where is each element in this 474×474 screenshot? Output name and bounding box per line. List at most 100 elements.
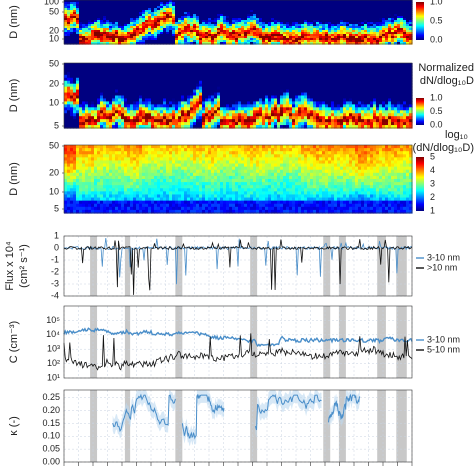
heatmap-cell	[313, 10, 317, 13]
heatmap-cell	[337, 30, 341, 33]
heatmap-cell	[151, 71, 155, 76]
heatmap-cell	[250, 68, 254, 73]
heatmap-cell	[316, 28, 320, 31]
heatmap-cell	[124, 92, 128, 97]
heatmap-cell	[283, 110, 287, 114]
heatmap-cell	[106, 119, 110, 123]
heatmap-cell	[253, 104, 257, 108]
heatmap-cell	[193, 98, 197, 103]
heatmap-cell	[67, 32, 71, 35]
heatmap-cell	[283, 14, 287, 17]
heatmap-cell	[259, 30, 263, 33]
heatmap-cell	[118, 12, 122, 15]
heatmap-cell	[334, 12, 338, 15]
heatmap-cell	[160, 20, 164, 23]
heatmap-cell	[409, 36, 413, 39]
heatmap-cell	[220, 74, 224, 79]
heatmap-cell	[349, 95, 353, 100]
heatmap-cell	[124, 80, 128, 85]
heatmap-cell	[355, 14, 359, 17]
heatmap-cell	[364, 89, 368, 94]
heatmap-cell	[379, 122, 383, 126]
heatmap-cell	[337, 18, 341, 21]
heatmap-cell	[124, 86, 128, 91]
heatmap-cell	[265, 113, 269, 117]
heatmap-cell	[370, 4, 374, 7]
heatmap-cell	[64, 6, 68, 9]
heatmap-cell	[190, 125, 194, 129]
heatmap-cell	[187, 38, 191, 41]
heatmap-cell	[196, 8, 200, 11]
heatmap-cell	[103, 32, 107, 35]
heatmap-cell	[310, 63, 314, 67]
heatmap-cell	[238, 40, 242, 43]
heatmap-cell	[133, 22, 137, 25]
heatmap-cell	[346, 16, 350, 19]
heatmap-cell	[340, 101, 344, 105]
heatmap-cell	[370, 65, 374, 70]
heatmap-cell	[394, 18, 398, 21]
heatmap-cell	[385, 4, 389, 7]
heatmap-cell	[139, 32, 143, 35]
heatmap-cell	[79, 0, 83, 3]
heatmap-cell	[232, 18, 236, 21]
heatmap-cell	[223, 89, 227, 94]
heatmap-cell	[232, 95, 236, 100]
heatmap-cell	[295, 119, 299, 123]
heatmap-cell	[334, 2, 338, 5]
heatmap-cell	[163, 101, 167, 105]
heatmap-cell	[136, 34, 140, 37]
heatmap-cell	[118, 34, 122, 37]
heatmap-cell	[379, 95, 383, 100]
heatmap-cell	[277, 95, 281, 100]
heatmap-cell	[241, 6, 245, 9]
heatmap-cell	[217, 92, 221, 97]
heatmap-cell	[355, 4, 359, 7]
heatmap-cell	[409, 18, 413, 21]
heatmap-cell	[127, 0, 131, 3]
heatmap-cell	[298, 18, 302, 21]
heatmap-cell	[184, 36, 188, 39]
heatmap-cell	[361, 26, 365, 29]
heatmap-cell	[385, 12, 389, 15]
heatmap-cell	[349, 2, 353, 5]
heatmap-cell	[205, 20, 209, 23]
heatmap-cell	[244, 30, 248, 33]
heatmap-cell	[82, 86, 86, 91]
heatmap-cell	[361, 32, 365, 35]
heatmap-cell	[121, 122, 125, 126]
heatmap-cell	[316, 24, 320, 27]
heatmap-cell	[214, 2, 218, 5]
heatmap-cell	[382, 122, 386, 126]
heatmap-cell	[271, 32, 275, 35]
heatmap-cell	[337, 113, 341, 117]
heatmap-cell	[223, 42, 227, 45]
heatmap-cell	[352, 18, 356, 21]
heatmap-cell	[163, 30, 167, 33]
heatmap-cell	[181, 119, 185, 123]
heatmap-cell	[178, 63, 182, 67]
heatmap-cell	[355, 113, 359, 117]
heatmap-cell	[85, 28, 89, 31]
heatmap-cell	[88, 18, 92, 21]
heatmap-cell	[325, 98, 329, 103]
heatmap-cell	[346, 68, 350, 73]
heatmap-cell	[286, 16, 290, 19]
heatmap-cell	[79, 16, 83, 19]
heatmap-cell	[127, 2, 131, 5]
heatmap-cell	[64, 83, 68, 88]
heatmap-cell	[277, 101, 281, 105]
heatmap-cell	[208, 20, 212, 23]
heatmap-cell	[103, 104, 107, 108]
heatmap-cell	[199, 80, 203, 85]
heatmap-cell	[352, 24, 356, 27]
heatmap-cell	[202, 40, 206, 43]
heatmap-cell	[160, 2, 164, 5]
heatmap-cell	[169, 125, 173, 129]
heatmap-cell	[319, 36, 323, 39]
heatmap-cell	[253, 16, 257, 19]
heatmap-cell	[301, 86, 305, 91]
heatmap-cell	[301, 36, 305, 39]
heatmap-cell	[358, 40, 362, 43]
heatmap-cell	[256, 110, 260, 114]
